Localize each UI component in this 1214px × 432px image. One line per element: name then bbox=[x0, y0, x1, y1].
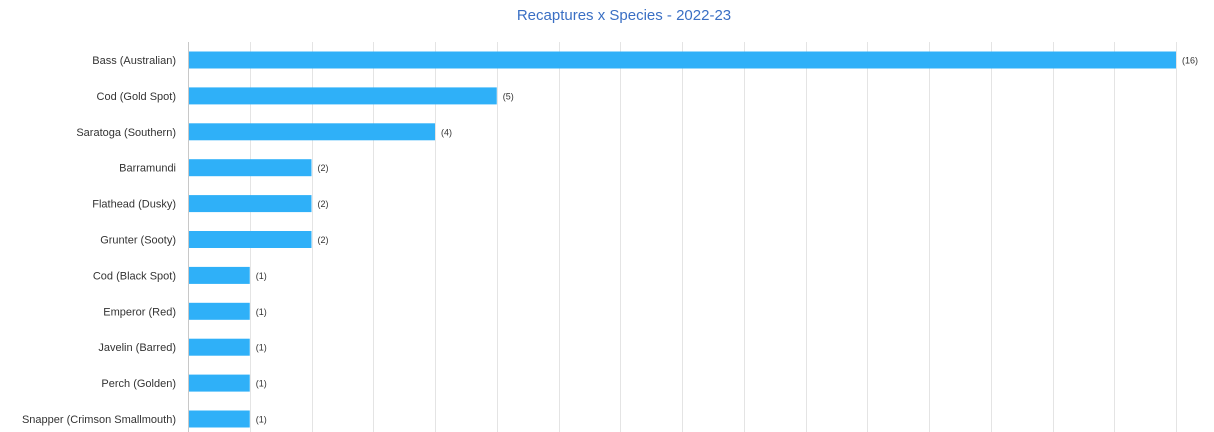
bar bbox=[189, 302, 250, 320]
bar bbox=[189, 159, 312, 177]
data-label: (16) bbox=[1182, 56, 1198, 66]
bar bbox=[189, 410, 250, 428]
chart-title: Recaptures x Species - 2022-23 bbox=[516, 7, 732, 24]
bar bbox=[189, 87, 497, 105]
gridlines bbox=[188, 42, 1177, 432]
bar bbox=[189, 266, 250, 284]
data-label: (2) bbox=[318, 199, 329, 209]
data-label: (1) bbox=[256, 415, 267, 425]
bar bbox=[189, 231, 312, 248]
bar bbox=[189, 338, 250, 356]
data-label: (4) bbox=[441, 127, 452, 137]
data-label: (1) bbox=[256, 271, 267, 281]
data-label: (2) bbox=[318, 235, 329, 245]
category-label: Emperor (Red) bbox=[103, 306, 176, 318]
data-label: (1) bbox=[256, 343, 267, 353]
bar bbox=[189, 374, 250, 392]
bar bbox=[189, 51, 1176, 69]
labels: Bass (Australian) (16) Cod (Gold Spot) (5) S… bbox=[22, 55, 1198, 426]
category-label: Bass (Australian) bbox=[92, 55, 176, 67]
bars bbox=[189, 51, 1176, 428]
bar bbox=[189, 123, 435, 141]
category-label: Barramundi bbox=[119, 163, 176, 175]
category-label: Snapper (Crimson Smallmouth) bbox=[22, 414, 176, 426]
category-label: Cod (Black Spot) bbox=[93, 270, 176, 282]
data-label: (5) bbox=[503, 91, 514, 101]
data-label: (1) bbox=[256, 379, 267, 389]
data-label: (2) bbox=[318, 163, 329, 173]
data-label: (1) bbox=[256, 307, 267, 317]
category-label: Flathead (Dusky) bbox=[92, 199, 176, 211]
category-label: Cod (Gold Spot) bbox=[97, 91, 176, 103]
category-label: Saratoga (Southern) bbox=[76, 127, 176, 139]
bar bbox=[189, 195, 312, 213]
category-label: Perch (Golden) bbox=[101, 378, 176, 390]
category-label: Javelin (Barred) bbox=[98, 342, 176, 354]
category-label: Grunter (Sooty) bbox=[100, 235, 176, 247]
